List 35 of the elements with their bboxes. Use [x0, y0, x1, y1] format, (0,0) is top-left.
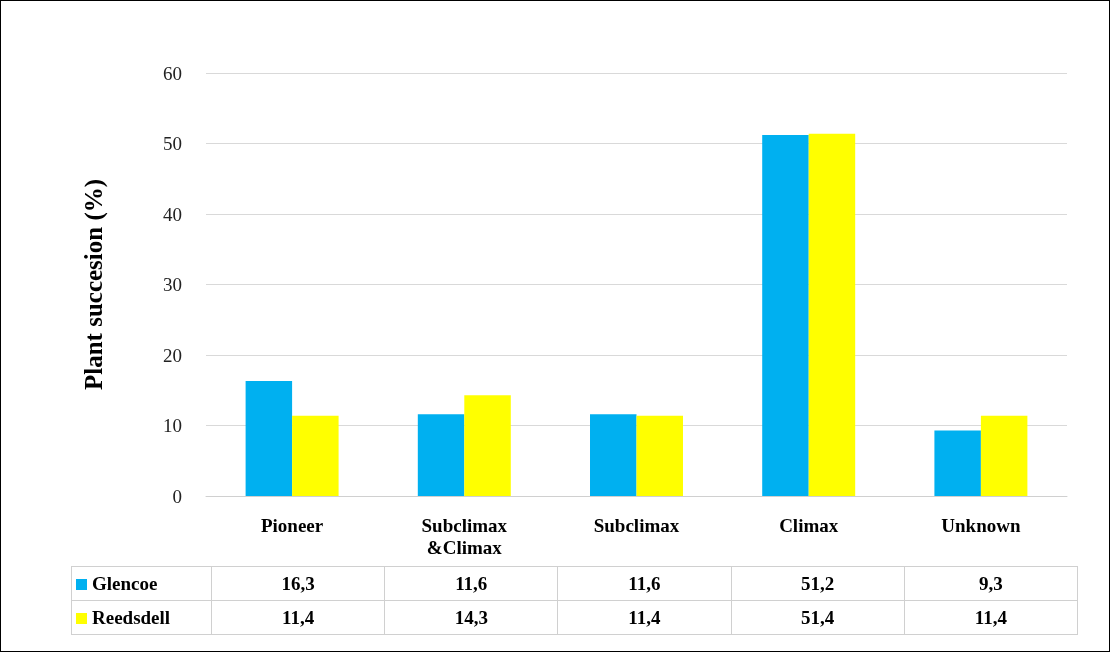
bar [245, 381, 293, 496]
y-tick-label: 10 [163, 415, 182, 436]
bar [417, 414, 465, 496]
legend-label: Glencoe [71, 566, 212, 601]
y-tick-label: 30 [163, 274, 182, 295]
bar [980, 415, 1028, 496]
x-tick-label: Climax [779, 514, 839, 536]
bar [292, 415, 339, 496]
y-tick-label: 0 [172, 485, 182, 507]
y-tick-label: 20 [163, 344, 182, 366]
x-tick-label: Unknown [941, 514, 1021, 536]
x-tick-label: Subclimax &Climax [421, 514, 508, 558]
bar [590, 414, 637, 496]
data-label: 11,6 [557, 566, 732, 601]
bar [808, 133, 856, 496]
data-label: 51,2 [731, 566, 905, 601]
bar [934, 430, 981, 496]
bar [762, 135, 809, 496]
data-label: 51,4 [731, 600, 905, 635]
data-label: 9,3 [904, 566, 1078, 601]
bar [464, 395, 511, 496]
y-tick-label: 50 [163, 133, 182, 154]
bar [636, 415, 683, 496]
legend-label: Reedsdell [71, 600, 212, 635]
data-label: 14,3 [384, 600, 558, 635]
x-tick-label: Subclimax [593, 514, 680, 536]
y-axis-title: Plant succesion (%) [80, 178, 108, 391]
data-label: 11,4 [557, 600, 732, 635]
data-label: 11,4 [211, 600, 385, 635]
x-tick-label: Pioneer [260, 514, 324, 536]
y-tick-label: 40 [163, 203, 182, 225]
data-label: 11,6 [384, 566, 558, 601]
data-label: 11,4 [904, 600, 1078, 635]
y-tick-label: 60 [163, 62, 182, 84]
data-label: 16,3 [211, 566, 385, 601]
